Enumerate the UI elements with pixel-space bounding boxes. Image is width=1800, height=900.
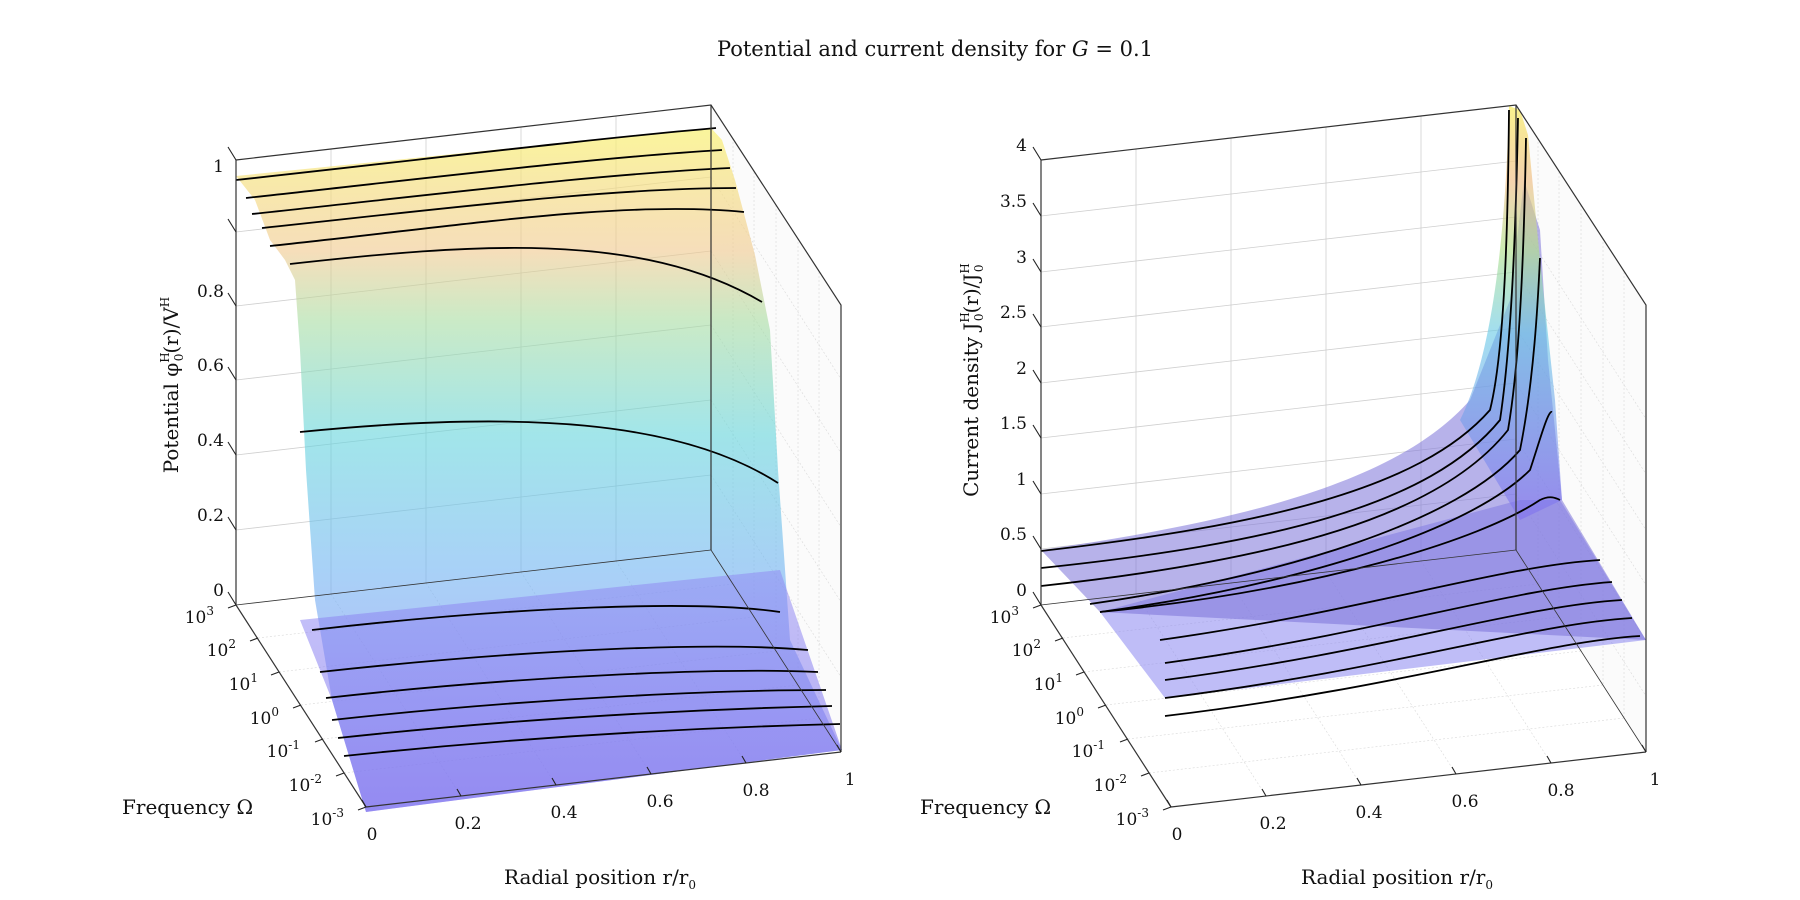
right-y-tick-label: 10-1 [1072, 738, 1105, 762]
left-z-ticks: 0 0.2 0.4 0.6 0.8 1 [197, 146, 237, 606]
left-y-ticks: 103 102 101 100 10-1 10-2 10-3 [185, 604, 367, 830]
right-contours [1040, 109, 1641, 717]
right-z-ticks: 0 0.5 1 1.5 2 2.5 3 3.5 4 [1000, 136, 1042, 606]
right-z-tick-label: 1 [1016, 470, 1027, 490]
right-z-tick-label: 0 [1016, 581, 1027, 601]
right-z-tick-label: 3 [1016, 248, 1027, 268]
right-y-tick-label: 101 [1034, 671, 1063, 695]
left-y-tick-label: 100 [250, 705, 279, 729]
left-y-axis-label: Frequency Ω [122, 795, 253, 819]
left-z-tick-label: 0 [213, 581, 224, 601]
left-y-tick-label: 10-2 [289, 772, 322, 796]
left-surface-floor [300, 570, 842, 812]
right-y-ticks: 103 102 101 100 10-1 10-2 10-3 [990, 604, 1172, 830]
right-x-tick-label: 0.4 [1355, 803, 1382, 823]
left-y-tick-label: 103 [185, 604, 214, 628]
left-z-tick-label: 0.8 [197, 282, 224, 302]
left-z-tick-label: 1 [213, 157, 224, 177]
left-y-tick-label: 10-3 [311, 806, 344, 830]
right-x-ticks: 0 0.2 0.4 0.6 0.8 1 [1166, 744, 1661, 845]
right-z-tick-label: 2 [1016, 359, 1027, 379]
left-y-tick-label: 102 [207, 637, 236, 661]
figure-title: Potential and current density for G = 0.… [717, 37, 1153, 61]
left-z-tick-label: 0.6 [197, 356, 224, 376]
right-axes: 0 0.5 1 1.5 2 2.5 3 3.5 4 103 102 101 10… [920, 104, 1661, 892]
right-z-tick-label: 3.5 [1000, 192, 1027, 212]
right-x-tick-label: 0 [1172, 825, 1183, 845]
right-y-tick-label: 103 [990, 604, 1019, 628]
left-y-tick-label: 101 [229, 671, 258, 695]
right-y-tick-label: 10-2 [1094, 772, 1127, 796]
left-x-tick-label: 0.2 [454, 814, 481, 834]
left-x-tick-label: 0.4 [550, 803, 577, 823]
left-z-tick-label: 0.2 [197, 506, 224, 526]
left-z-axis-label: Potential φH0(r)/VH [158, 297, 186, 474]
right-y-tick-label: 102 [1012, 637, 1041, 661]
right-z-axis-label: Current density JH0(r)/JH0 [958, 263, 986, 497]
left-y-tick-label: 10-1 [267, 738, 300, 762]
right-z-tick-label: 2.5 [1000, 303, 1027, 323]
right-x-tick-label: 0.6 [1451, 792, 1478, 812]
left-x-tick-label: 1 [845, 770, 856, 790]
right-x-tick-label: 1 [1650, 770, 1661, 790]
right-y-tick-label: 10-3 [1116, 806, 1149, 830]
right-y-axis-label: Frequency Ω [920, 795, 1051, 819]
left-x-tick-label: 0.8 [742, 781, 769, 801]
left-contours [235, 127, 841, 757]
right-z-tick-label: 1.5 [1000, 414, 1027, 434]
left-x-axis-label: Radial position r/r0 [504, 865, 696, 892]
right-x-tick-label: 0.8 [1547, 781, 1574, 801]
right-x-tick-label: 0.2 [1259, 814, 1286, 834]
left-axes: 0 0.2 0.4 0.6 0.8 1 103 102 101 100 10-1… [122, 104, 856, 892]
left-x-tick-label: 0 [367, 825, 378, 845]
right-x-axis-label: Radial position r/r0 [1301, 865, 1493, 892]
left-x-tick-label: 0.6 [646, 792, 673, 812]
right-z-tick-label: 0.5 [1000, 525, 1027, 545]
left-z-tick-label: 0.4 [197, 431, 224, 451]
left-x-ticks: 0 0.2 0.4 0.6 0.8 1 [361, 744, 856, 845]
right-z-tick-label: 4 [1016, 136, 1027, 156]
right-y-tick-label: 100 [1055, 705, 1084, 729]
